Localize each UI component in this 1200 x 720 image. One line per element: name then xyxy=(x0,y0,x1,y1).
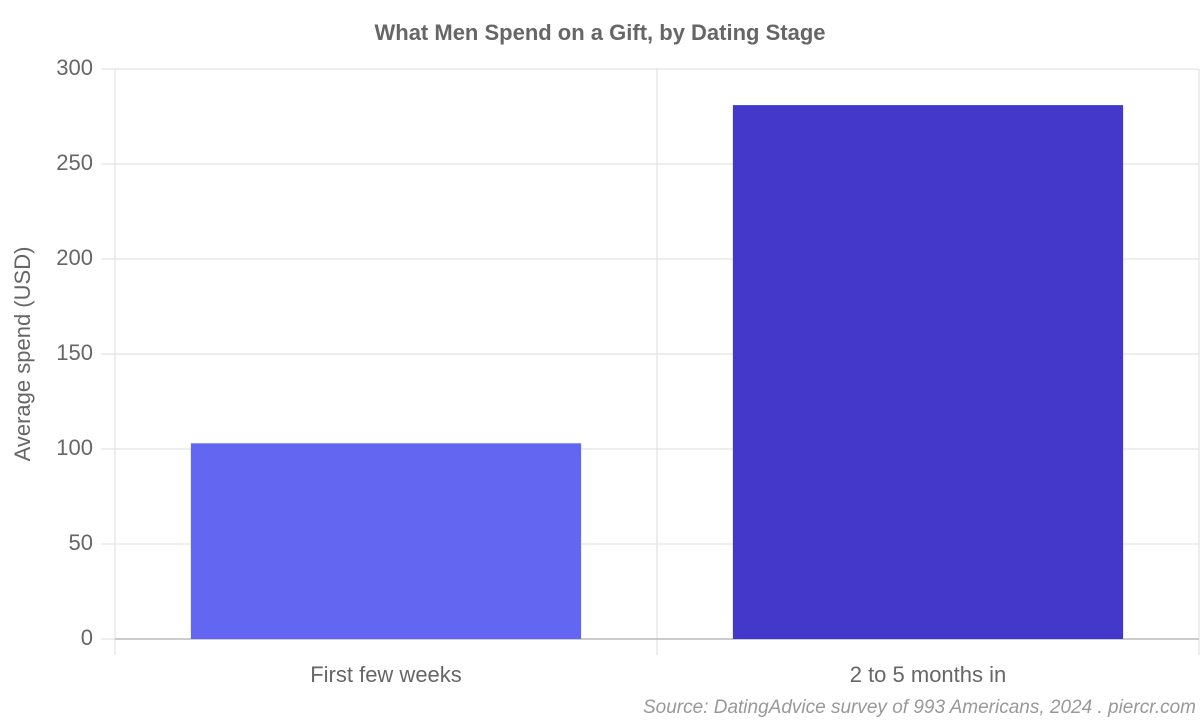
bar xyxy=(732,105,1124,640)
y-tick-label: 0 xyxy=(81,625,93,650)
x-tick-label: First few weeks xyxy=(310,662,462,687)
y-tick-label: 100 xyxy=(56,435,93,460)
x-tick-label: 2 to 5 months in xyxy=(850,662,1007,687)
y-tick-label: 150 xyxy=(56,340,93,365)
source-note: Source: DatingAdvice survey of 993 Ameri… xyxy=(643,697,1196,718)
y-tick-label: 50 xyxy=(69,530,93,555)
chart-title: What Men Spend on a Gift, by Dating Stag… xyxy=(374,20,825,45)
y-tick-label: 200 xyxy=(56,245,93,270)
y-axis-label: Average spend (USD) xyxy=(10,247,35,462)
bar xyxy=(190,443,582,639)
y-tick-label: 300 xyxy=(56,55,93,80)
y-tick-label: 250 xyxy=(56,150,93,175)
